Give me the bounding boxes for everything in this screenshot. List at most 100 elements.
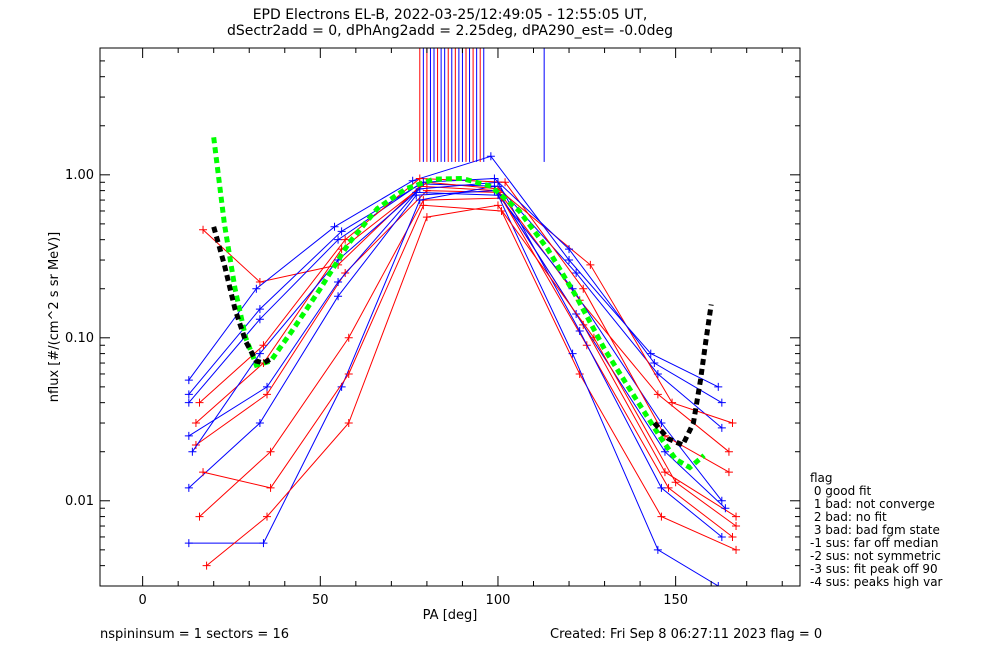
data-point [263,382,272,391]
data-point [408,176,417,185]
data-point [724,468,733,477]
data-point [579,284,588,293]
data-point [415,174,424,183]
fit-curve [652,304,714,449]
legend-entry: 1 bad: not converge [810,497,935,511]
footer-spin-info: nspininsum = 1 sectors = 16 [100,627,289,642]
data-point [664,483,673,492]
data-point [344,419,353,428]
data-point [724,447,733,456]
data-point [671,478,680,487]
series-line [195,190,737,518]
data-point [344,369,353,378]
data-point [255,277,264,286]
y-tick-label: 0.10 [65,331,94,346]
data-point [486,152,495,161]
series-line [188,185,726,544]
data-point [728,419,737,428]
y-axis-label: nflux [#/(cm^2 s sr MeV)] [47,232,62,402]
data-point [657,419,666,428]
data-point [184,483,193,492]
plot-frame [99,47,801,587]
data-point [199,225,208,234]
chart-title-line2: dSectr2add = 0, dPhAng2add = 2.25deg, dP… [227,23,673,39]
fit-curves [211,136,714,471]
data-point [717,496,726,505]
data-point [732,522,741,531]
data-point [188,447,197,456]
data-point [255,315,264,324]
y-tick-label: 1.00 [65,168,94,183]
data-point [259,539,268,548]
x-tick-label: 150 [663,593,688,608]
data-point [184,539,193,548]
data-point [493,201,502,210]
data-point [415,196,424,205]
data-point [660,468,669,477]
data-point [422,213,431,222]
series-line [202,204,737,551]
data-point [344,333,353,342]
data-point [191,419,200,428]
x-tick-label: 50 [312,593,329,608]
legend-entry: 2 bad: no fit [810,510,887,524]
data-point [732,545,741,554]
data-point [341,235,350,244]
data-point [255,419,264,428]
data-point [717,423,726,432]
series-line [188,190,723,502]
data-point [575,369,584,378]
data-point [568,349,577,358]
data-point [334,235,343,244]
data-point [412,188,421,197]
legend-entry: 0 good fit [810,484,872,498]
data-point [341,268,350,277]
data-point [650,359,659,368]
data-point [419,201,428,210]
data-point [565,245,574,254]
legend-entry: -3 sus: fit peak off 90 [810,562,938,576]
data-point [717,532,726,541]
data-point [202,561,211,570]
data-point [501,178,510,187]
data-point [263,512,272,521]
data-point [646,349,655,358]
data-point [717,398,726,407]
series-line [191,181,723,538]
y-tick-label: 0.01 [65,494,94,509]
data-point [334,277,343,286]
data-point [657,483,666,492]
data-point [572,268,581,277]
data-point [184,431,193,440]
data-point [668,398,677,407]
data-point [653,545,662,554]
axes: 0 50 100 150 0.01 0.10 1.00 PA [deg] nflux [#/(c… [47,47,800,623]
data-point [337,227,346,236]
data-point [565,256,574,265]
legend-entry: -4 sus: peaks high var [810,575,943,589]
chart-title-line1: EPD Electrons EL-B, 2022-03-25/12:49:05 … [252,7,648,23]
x-tick-label: 100 [486,593,511,608]
series-line [206,204,737,566]
vertical-lines [419,48,545,162]
series-line [188,155,719,388]
legend-entry: -1 sus: far off median [810,536,939,550]
data-point [653,390,662,399]
data-point [714,382,723,391]
data-point [490,174,499,183]
x-axis-label: PA [deg] [423,608,478,623]
data-point [255,305,264,314]
data-point [660,447,669,456]
data-point [266,483,275,492]
footer-created-info: Created: Fri Sep 8 06:27:11 2023 flag = … [550,627,823,642]
data-point [195,512,204,521]
data-point [575,327,584,336]
data-point [721,504,730,513]
x-tick-label: 0 [138,593,146,608]
data-point [195,398,204,407]
fit-curve [211,136,706,471]
series-line [199,197,733,538]
legend-entry: -2 sus: not symmetric [810,549,941,563]
series-line [188,191,719,586]
